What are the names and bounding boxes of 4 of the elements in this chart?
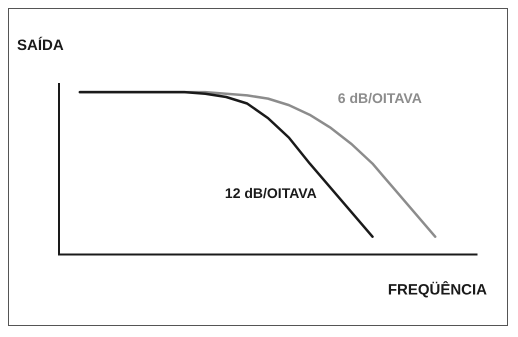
y-axis-title: SAÍDA — [17, 36, 64, 54]
series-label: 6 dB/OITAVA — [338, 90, 422, 106]
series-label: 12 dB/OITAVA — [224, 184, 317, 201]
x-axis-title: FREQÜÊNCIA — [388, 280, 488, 299]
